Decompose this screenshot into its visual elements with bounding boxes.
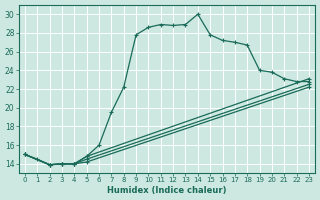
X-axis label: Humidex (Indice chaleur): Humidex (Indice chaleur) [107,186,227,195]
